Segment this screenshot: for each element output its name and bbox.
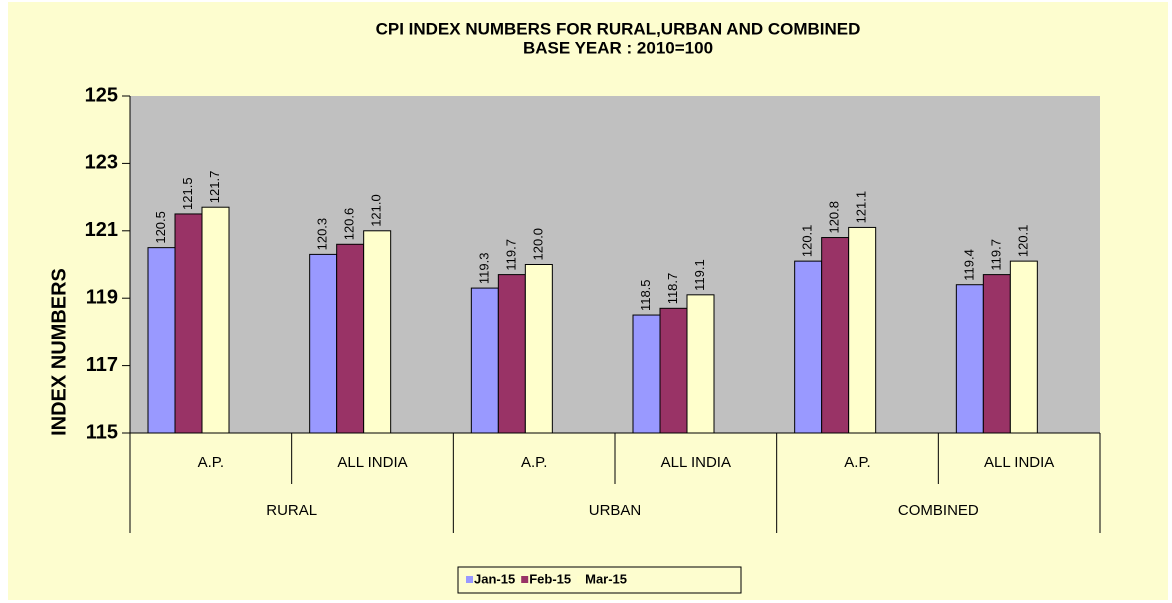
data-label: 120.3 xyxy=(315,218,330,251)
chart-subtitle: BASE YEAR : 2010=100 xyxy=(523,38,713,57)
x-tick-label: A.P. xyxy=(198,454,224,471)
chart-title: CPI INDEX NUMBERS FOR RURAL,URBAN AND CO… xyxy=(376,19,861,38)
y-tick-label: 117 xyxy=(86,354,118,376)
bar xyxy=(147,247,176,434)
bar xyxy=(336,243,365,434)
x-tick-label: ALL INDIA xyxy=(984,454,1054,471)
group-label: URBAN xyxy=(589,502,642,519)
legend-label: Feb-15 xyxy=(529,571,571,586)
data-label: 120.1 xyxy=(800,225,815,258)
y-tick-label: 115 xyxy=(86,421,118,443)
legend-label: Jan-15 xyxy=(474,571,515,586)
bar xyxy=(363,230,392,434)
bar xyxy=(174,213,203,434)
bar xyxy=(686,294,715,434)
data-label: 120.6 xyxy=(342,208,357,241)
data-label: 119.3 xyxy=(476,253,491,285)
bar xyxy=(821,237,850,434)
data-label: 120.0 xyxy=(530,228,545,261)
data-label: 120.8 xyxy=(827,201,842,234)
y-tick-label: 121 xyxy=(85,219,118,241)
data-label: 121.0 xyxy=(369,194,384,227)
data-label: 121.1 xyxy=(854,191,869,224)
bar xyxy=(848,226,877,434)
bar xyxy=(794,260,823,434)
bar xyxy=(982,274,1011,434)
legend-box xyxy=(457,566,742,594)
y-axis-title: INDEX NUMBERS xyxy=(48,268,70,436)
x-tick-label: A.P. xyxy=(844,454,870,471)
x-tick-label: A.P. xyxy=(521,454,547,471)
legend-label: Mar-15 xyxy=(585,571,627,586)
group-label: RURAL xyxy=(266,502,317,519)
data-label: 119.7 xyxy=(503,239,518,271)
bar xyxy=(632,314,661,434)
bar xyxy=(201,206,230,434)
data-label: 121.7 xyxy=(207,171,222,204)
x-tick-label: ALL INDIA xyxy=(337,454,407,471)
bar xyxy=(497,274,526,434)
group-label: COMBINED xyxy=(898,502,979,519)
y-tick-label: 123 xyxy=(85,152,118,174)
legend-marker xyxy=(521,576,529,583)
data-label: 118.5 xyxy=(638,279,653,311)
bar xyxy=(309,253,338,434)
y-tick-label: 125 xyxy=(85,84,118,106)
data-label: 118.7 xyxy=(665,273,680,305)
legend-marker xyxy=(577,576,585,583)
bar xyxy=(955,284,984,434)
x-tick-label: ALL INDIA xyxy=(661,454,731,471)
data-label: 119.7 xyxy=(988,239,1003,271)
data-label: 120.5 xyxy=(153,211,168,244)
bar xyxy=(659,307,688,434)
bar xyxy=(524,264,553,434)
data-label: 119.4 xyxy=(961,249,976,281)
plot-area xyxy=(130,96,1100,433)
data-label: 121.5 xyxy=(180,177,195,210)
y-tick-label: 119 xyxy=(86,286,118,308)
bar xyxy=(1009,260,1038,434)
legend-marker xyxy=(466,576,473,583)
data-label: 119.1 xyxy=(692,259,707,291)
data-label: 120.1 xyxy=(1015,225,1030,258)
bar xyxy=(470,287,499,434)
